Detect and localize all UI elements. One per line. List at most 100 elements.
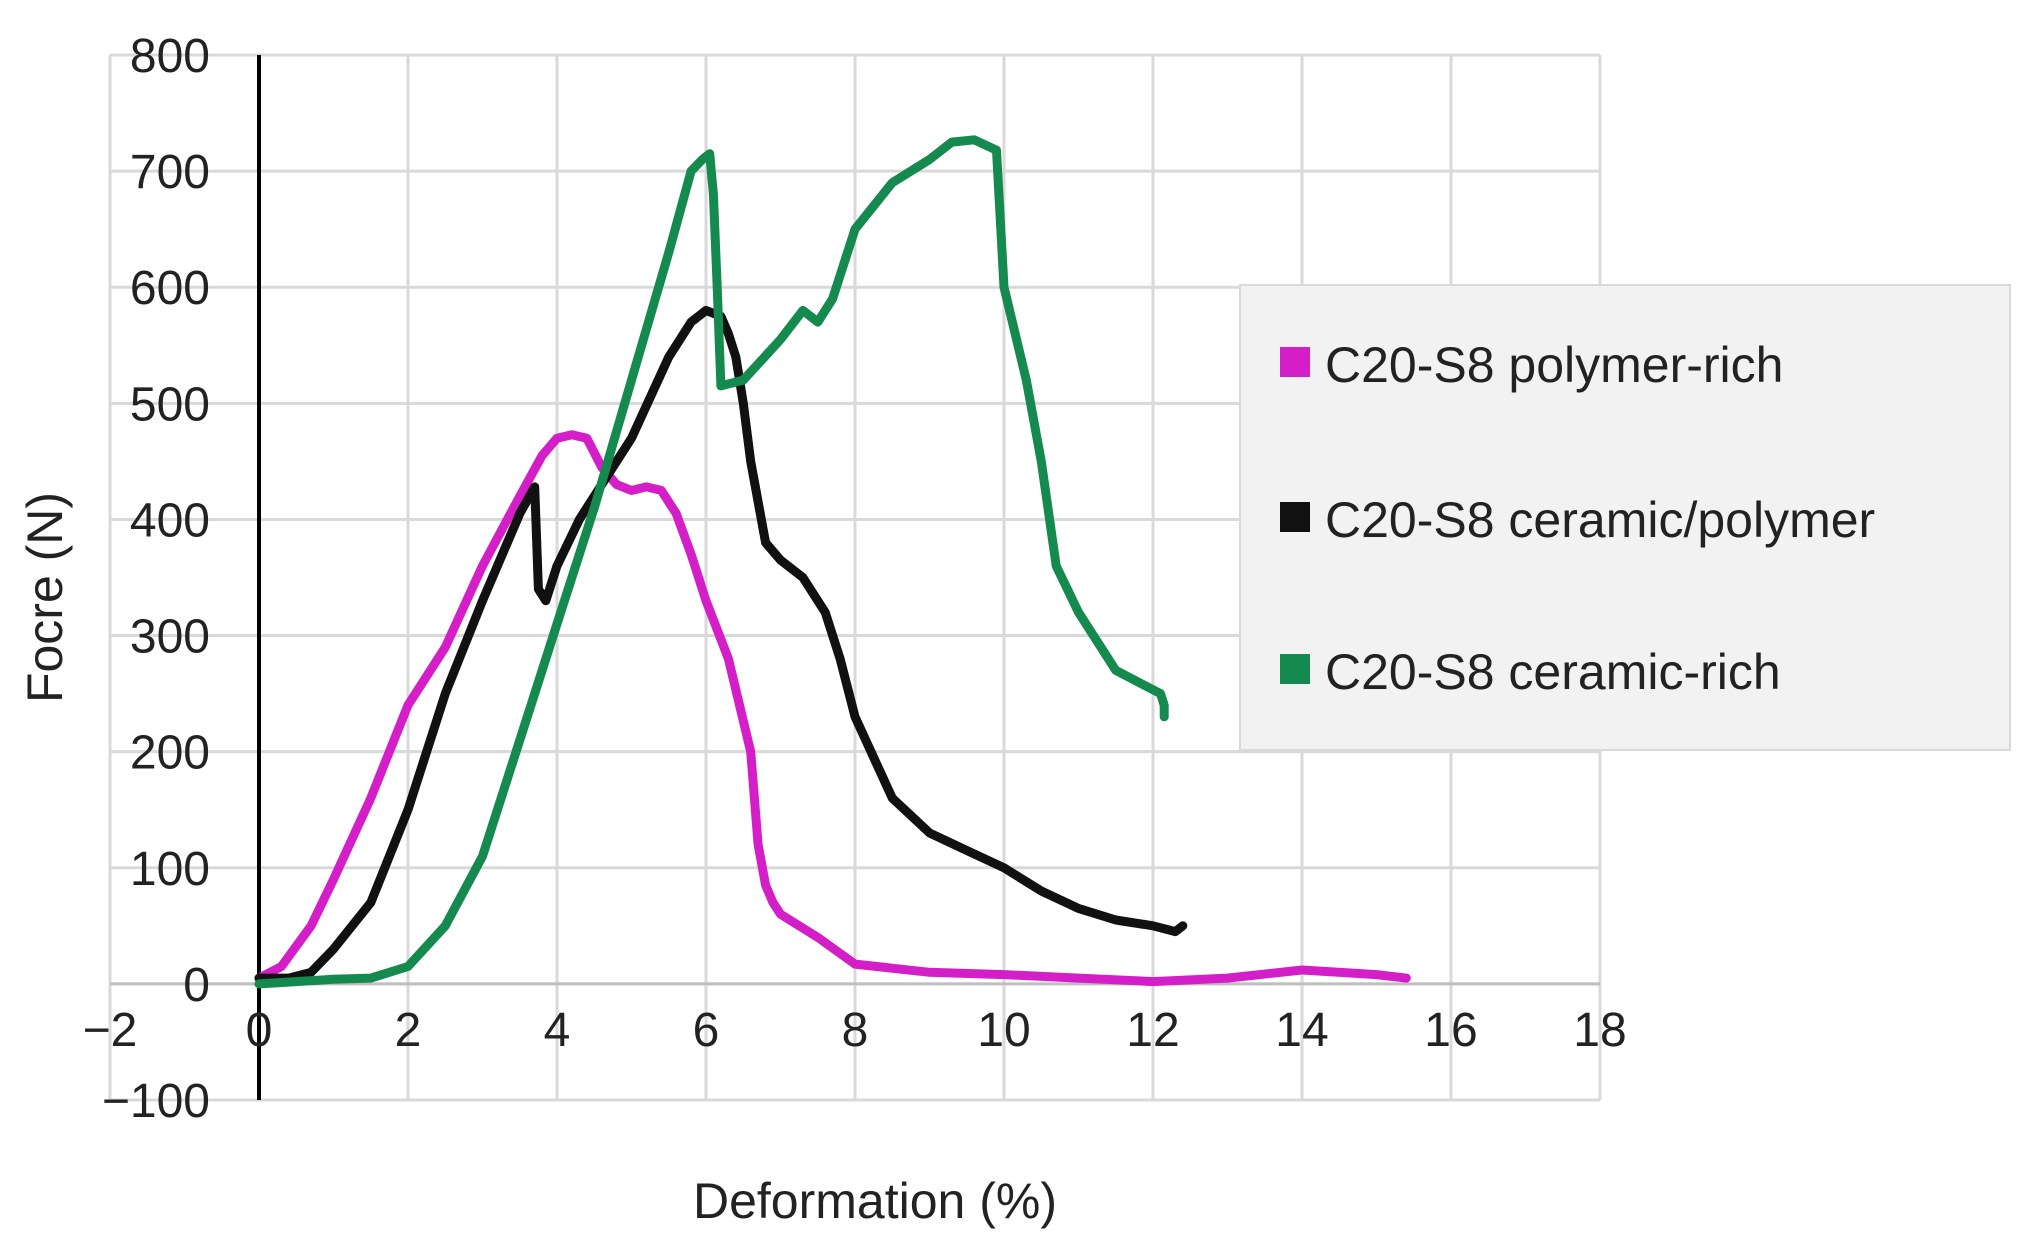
data-point [746,457,755,466]
data-point [1111,916,1120,925]
data-point [1402,974,1411,983]
data-point [761,881,770,890]
y-tick-label: 300 [130,611,210,664]
legend-label-polymer-rich: C20-S8 polymer-rich [1325,337,1783,393]
data-point [582,434,591,443]
x-tick-label: 16 [1424,1004,1477,1057]
data-point [821,608,830,617]
legend-box [1239,284,2011,751]
data-point [329,975,338,984]
data-point [1000,970,1008,979]
y-tick-label: 0 [183,959,210,1012]
data-point [441,643,450,652]
data-point [776,556,785,565]
data-point [828,294,837,303]
data-point [627,486,636,495]
data-point [1000,863,1008,872]
data-point [888,178,897,187]
data-point [642,482,651,491]
axes [110,55,1600,1100]
legend: C20-S8 polymer-rich C20-S8 ceramic/polym… [1239,284,2011,751]
data-point [515,492,524,501]
series-line [254,305,1188,983]
data-point [713,283,722,292]
data-point [813,318,822,327]
data-point [404,805,412,814]
data-point [478,561,487,570]
data-series [254,135,1411,989]
data-point [1171,927,1180,936]
data-point [798,573,807,582]
data-point [925,828,934,837]
y-tick-label: 600 [130,262,210,315]
x-tick-label: 8 [842,1004,869,1057]
series-0 [254,430,1411,987]
data-point [538,451,547,460]
legend-label-ceramic-rich: C20-S8 ceramic-rich [1325,644,1781,700]
data-point [1000,283,1008,292]
data-point [687,167,696,176]
data-point [716,381,725,390]
data-point [1074,608,1083,617]
data-point [307,968,316,977]
data-point [851,712,859,721]
data-point [1037,457,1046,466]
data-point [307,921,316,930]
tick-labels: −100 0 100 200 300 400 500 600 700 800 −2 0 2 4 6 8 10 12… [83,30,1627,1128]
data-point [553,561,561,570]
data-point [277,962,286,971]
data-point [366,794,375,803]
data-point [1037,887,1046,895]
data-point [702,596,710,605]
data-point [687,550,696,559]
data-point [746,747,755,756]
data-point [705,149,714,158]
data-point [925,155,934,164]
data-point [687,318,696,327]
data-point [404,962,412,971]
data-point [709,190,718,199]
data-point [970,135,979,144]
data-point [657,486,666,495]
data-point [366,898,375,907]
axis-titles: Deformation (%) Focre (N) [17,492,1057,1229]
legend-label-ceramic-polymer: C20-S8 ceramic/polymer [1325,492,1875,548]
legend-swatch-ceramic-polymer [1280,502,1310,532]
data-point [1160,712,1169,721]
data-point [553,434,561,443]
legend-swatch-ceramic-rich [1280,654,1310,684]
data-point [1052,561,1061,570]
data-point [664,352,673,361]
data-point [567,430,576,439]
data-point [366,974,375,983]
y-tick-label: 400 [130,494,210,547]
data-point [1134,678,1143,686]
data-point [1149,921,1157,930]
x-tick-label: 4 [544,1004,571,1057]
x-tick-label: −2 [83,1004,138,1057]
data-point [627,434,636,443]
data-point [1178,921,1187,930]
data-point [1156,689,1165,698]
data-point [776,910,785,919]
series-2 [254,135,1169,989]
x-tick-label: 18 [1573,1004,1626,1057]
x-tick-label: 12 [1126,1004,1179,1057]
data-point [1022,376,1031,385]
legend-swatch-polymer-rich [1280,347,1310,377]
y-tick-label: 700 [130,146,210,199]
data-point [724,654,733,663]
data-point [836,654,845,663]
data-point [515,736,524,745]
data-point [441,921,450,930]
data-point [329,945,338,954]
y-tick-label: 100 [130,843,210,896]
data-point [1160,701,1169,710]
data-point [739,399,748,408]
data-point [1223,974,1232,983]
data-point [754,840,763,849]
data-point [702,306,710,315]
data-point [962,846,971,855]
